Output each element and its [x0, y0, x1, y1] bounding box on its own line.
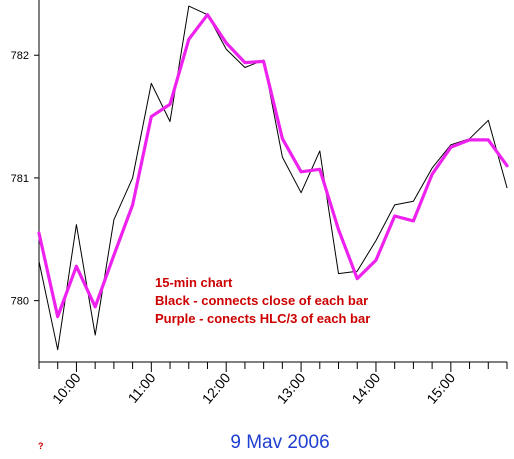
annotation-line: Black - connects close of each bar: [155, 293, 368, 308]
y-axis: 780 781 782: [11, 0, 40, 362]
close-price-line: [38, 5, 508, 351]
x-tick-label: 14:00: [348, 369, 383, 406]
hlc3-line: [37, 13, 509, 319]
series-layer: [37, 5, 509, 351]
question-mark: ?: [38, 441, 44, 451]
x-tick-label: 12:00: [199, 369, 234, 406]
annotation-line: 15-min chart: [155, 275, 233, 290]
y-tick-label: 782: [11, 50, 29, 62]
annotation-layer: 15-min chart Black - connects close of ea…: [155, 275, 370, 326]
x-axis: 10:00 11:00 12:00 13:00 14:00 15:00: [38, 361, 508, 407]
annotation-line: Purple - conects HLC/3 of each bar: [155, 311, 370, 326]
x-tick-label: 15:00: [423, 369, 458, 406]
y-tick-label: 780: [11, 296, 29, 308]
y-tick-label: 781: [11, 173, 29, 185]
x-tick-label: 10:00: [49, 369, 84, 406]
x-tick-label: 13:00: [274, 369, 309, 406]
date-label: 9 Mav 2006: [230, 432, 329, 453]
x-tick-label: 11:00: [125, 369, 159, 405]
